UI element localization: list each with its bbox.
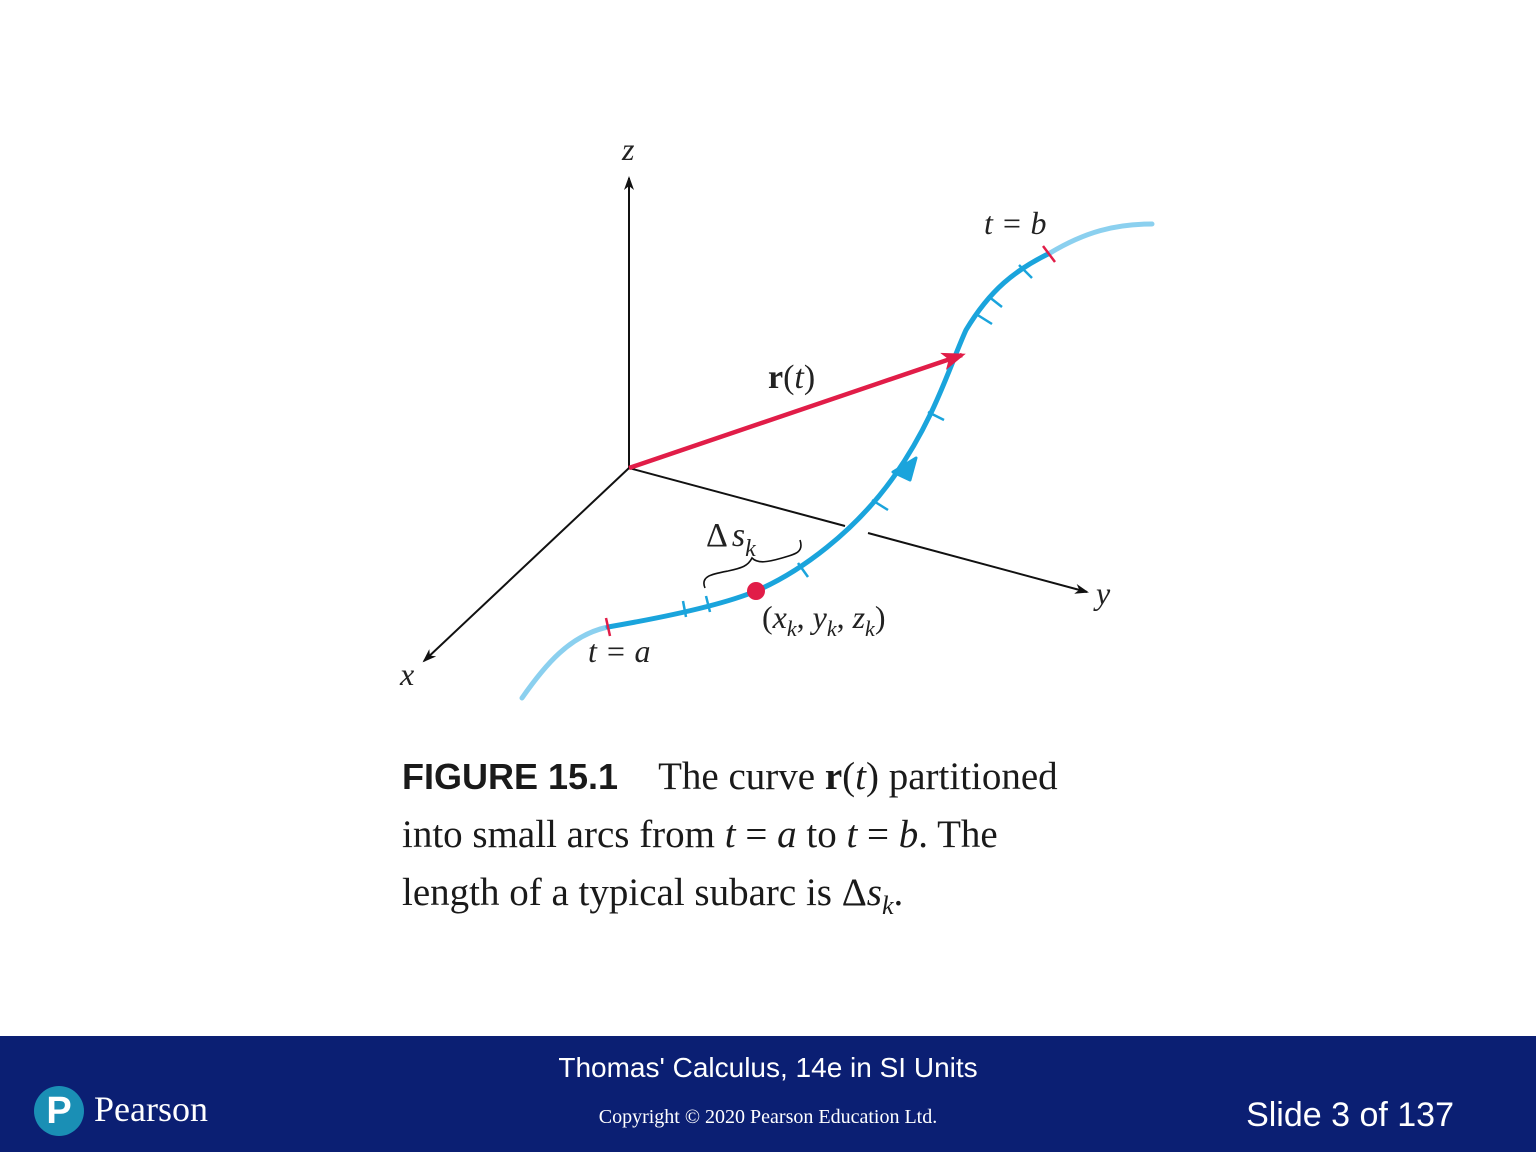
y-axis-label: y	[1093, 575, 1111, 611]
curve-tail-start	[519, 624, 611, 701]
tick	[704, 595, 712, 613]
tick-start	[604, 617, 612, 637]
tick	[796, 562, 810, 578]
t-end-label: t = b	[984, 205, 1046, 241]
tick	[927, 410, 945, 422]
t-start-label: t = a	[588, 633, 650, 669]
caption-line-3: length of a typical subarc is Δsk.	[402, 871, 904, 920]
figure-label: FIGURE 15.1	[402, 756, 619, 797]
caption-line-1: FIGURE 15.1 The curve r(t) partitioned	[402, 755, 1058, 798]
y-axis-near	[628, 467, 846, 527]
sample-point	[747, 582, 765, 600]
curve-main	[605, 250, 1053, 630]
pearson-wordmark: Pearson	[94, 1089, 208, 1129]
y-axis-far	[867, 532, 1089, 594]
partition-ticks	[681, 264, 1033, 618]
tick	[871, 498, 889, 512]
copyright-notice: Copyright © 2020 Pearson Education Ltd.	[598, 1106, 938, 1128]
tick	[975, 312, 993, 326]
tick	[1018, 264, 1033, 279]
pearson-p-icon: P	[34, 1086, 84, 1136]
position-vector	[628, 352, 966, 471]
curve-tail-end	[1047, 221, 1155, 256]
subarc-brace	[703, 539, 802, 589]
z-axis-label: z	[621, 131, 635, 167]
curve-direction-arrow	[891, 456, 918, 482]
tick	[987, 295, 1003, 308]
tick-end	[1042, 245, 1056, 263]
x-axis	[422, 467, 630, 663]
x-axis-label: x	[399, 656, 414, 692]
slide-footer: P Pearson Thomas' Calculus, 14e in SI Un…	[0, 1036, 1536, 1152]
figure-caption: FIGURE 15.1 The curve r(t) partitioned in…	[402, 748, 1182, 935]
tick	[681, 600, 688, 618]
caption-line-2: into small arcs from t = a to t = b. The	[402, 813, 998, 856]
vector-label: r(t)	[768, 359, 815, 396]
slide-counter: Slide 3 of 137	[1246, 1096, 1454, 1134]
point-label: (xk, yk, zk)	[762, 599, 885, 641]
course-title: Thomas' Calculus, 14e in SI Units	[558, 1052, 978, 1083]
